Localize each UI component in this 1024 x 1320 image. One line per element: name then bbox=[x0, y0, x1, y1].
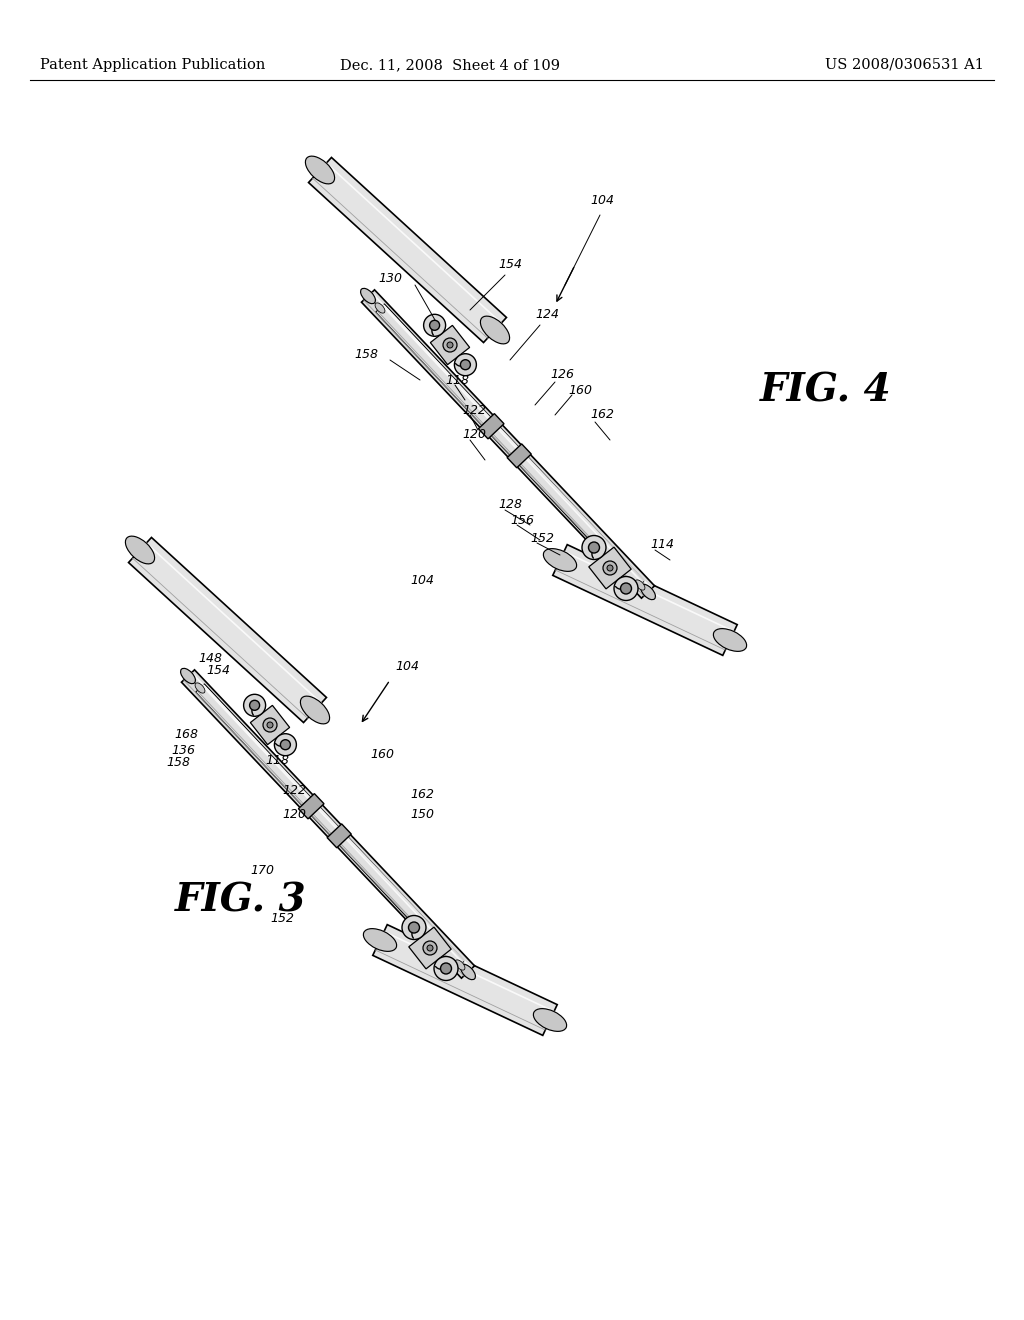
Circle shape bbox=[455, 354, 476, 376]
Text: 104: 104 bbox=[395, 660, 419, 673]
Text: 124: 124 bbox=[535, 309, 559, 322]
Polygon shape bbox=[376, 304, 644, 589]
Text: 120: 120 bbox=[462, 429, 486, 441]
Ellipse shape bbox=[714, 628, 746, 651]
Circle shape bbox=[427, 945, 433, 950]
Text: 152: 152 bbox=[530, 532, 554, 544]
Text: Patent Application Publication: Patent Application Publication bbox=[40, 58, 265, 73]
Polygon shape bbox=[507, 444, 531, 467]
Text: FIG. 3: FIG. 3 bbox=[175, 880, 306, 919]
Circle shape bbox=[434, 957, 458, 981]
Polygon shape bbox=[250, 705, 290, 744]
Text: 150: 150 bbox=[410, 808, 434, 821]
Ellipse shape bbox=[635, 579, 645, 590]
Ellipse shape bbox=[534, 1008, 566, 1031]
Text: 154: 154 bbox=[498, 259, 522, 272]
Text: 120: 120 bbox=[282, 808, 306, 821]
Text: 118: 118 bbox=[265, 754, 289, 767]
Circle shape bbox=[582, 536, 606, 560]
Circle shape bbox=[267, 722, 273, 729]
Text: 136: 136 bbox=[171, 743, 195, 756]
Circle shape bbox=[461, 360, 470, 370]
Ellipse shape bbox=[125, 536, 155, 564]
Polygon shape bbox=[409, 927, 452, 969]
Circle shape bbox=[621, 583, 632, 594]
Text: 160: 160 bbox=[568, 384, 592, 396]
Ellipse shape bbox=[180, 668, 196, 684]
Ellipse shape bbox=[360, 288, 376, 304]
Ellipse shape bbox=[364, 929, 396, 952]
Text: 128: 128 bbox=[498, 499, 522, 511]
Circle shape bbox=[244, 694, 265, 717]
Polygon shape bbox=[373, 924, 557, 1035]
Text: 162: 162 bbox=[590, 408, 614, 421]
Text: 168: 168 bbox=[174, 729, 198, 742]
Text: 156: 156 bbox=[510, 513, 534, 527]
Circle shape bbox=[447, 342, 453, 348]
Text: 126: 126 bbox=[550, 368, 574, 381]
Text: Dec. 11, 2008  Sheet 4 of 109: Dec. 11, 2008 Sheet 4 of 109 bbox=[340, 58, 560, 73]
Polygon shape bbox=[327, 824, 351, 847]
Ellipse shape bbox=[544, 549, 577, 572]
Text: 114: 114 bbox=[650, 539, 674, 552]
Circle shape bbox=[250, 701, 260, 710]
Circle shape bbox=[614, 577, 638, 601]
Polygon shape bbox=[308, 157, 507, 343]
Text: 104: 104 bbox=[590, 194, 614, 206]
Text: 152: 152 bbox=[270, 912, 294, 924]
Ellipse shape bbox=[300, 696, 330, 723]
Polygon shape bbox=[181, 669, 474, 978]
Text: US 2008/0306531 A1: US 2008/0306531 A1 bbox=[825, 58, 984, 73]
Ellipse shape bbox=[195, 682, 205, 693]
Ellipse shape bbox=[461, 965, 475, 979]
Text: 170: 170 bbox=[250, 863, 274, 876]
Circle shape bbox=[424, 314, 445, 337]
Circle shape bbox=[430, 321, 439, 330]
Text: 122: 122 bbox=[462, 404, 486, 417]
Polygon shape bbox=[553, 545, 737, 656]
Circle shape bbox=[603, 561, 617, 576]
Circle shape bbox=[443, 338, 457, 352]
Circle shape bbox=[281, 739, 291, 750]
Text: 130: 130 bbox=[378, 272, 402, 285]
Circle shape bbox=[440, 964, 452, 974]
Circle shape bbox=[274, 734, 296, 756]
Polygon shape bbox=[589, 546, 631, 589]
Ellipse shape bbox=[480, 315, 510, 345]
Text: 162: 162 bbox=[410, 788, 434, 801]
Ellipse shape bbox=[305, 156, 335, 183]
Ellipse shape bbox=[641, 585, 655, 599]
Text: FIG. 4: FIG. 4 bbox=[760, 371, 892, 409]
Text: 158: 158 bbox=[354, 348, 378, 362]
Circle shape bbox=[423, 941, 437, 954]
Polygon shape bbox=[361, 290, 654, 598]
Text: 148: 148 bbox=[198, 652, 222, 664]
Text: 104: 104 bbox=[410, 573, 434, 586]
Polygon shape bbox=[196, 684, 464, 969]
Text: 160: 160 bbox=[370, 748, 394, 762]
Circle shape bbox=[607, 565, 613, 572]
Polygon shape bbox=[298, 793, 324, 818]
Polygon shape bbox=[430, 325, 470, 364]
Text: 122: 122 bbox=[282, 784, 306, 796]
Circle shape bbox=[402, 916, 426, 940]
Circle shape bbox=[409, 921, 420, 933]
Polygon shape bbox=[478, 413, 504, 438]
Polygon shape bbox=[129, 537, 327, 722]
Text: 118: 118 bbox=[445, 374, 469, 387]
Circle shape bbox=[589, 543, 599, 553]
Ellipse shape bbox=[375, 302, 385, 313]
Ellipse shape bbox=[455, 960, 465, 970]
Text: 154: 154 bbox=[206, 664, 230, 676]
Circle shape bbox=[263, 718, 278, 733]
Text: 158: 158 bbox=[166, 755, 190, 768]
